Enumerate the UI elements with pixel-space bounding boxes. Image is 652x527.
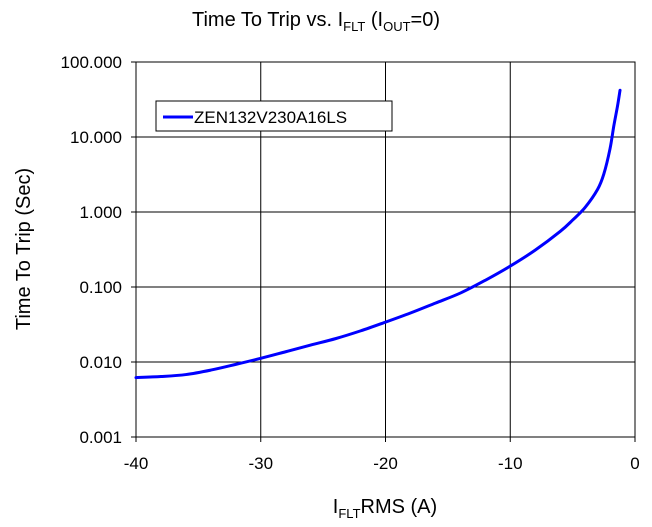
chart-title: Time To Trip vs. IFLT (IOUT=0) [192,9,440,34]
y-tick-label: 0.001 [79,428,122,447]
x-tick-label: -10 [498,454,523,473]
x-axis-label-rest: RMS (A) [361,496,438,518]
x-axis-ticks: -40 -30 -20 -10 0 [124,437,640,473]
y-tick-label: 0.010 [79,353,122,372]
plot-area [135,61,636,438]
series-layer [134,88,622,380]
y-tick-label: 100.000 [61,53,122,72]
y-axis-ticks: 0.001 0.010 0.100 1.000 10.000 100.000 [61,53,136,447]
series-line [134,88,622,380]
x-axis-label: IFLTRMS (A) [333,496,437,521]
y-tick-label: 10.000 [70,128,122,147]
x-axis-label-sub: FLT [338,506,360,521]
chart-title-prefix: Time To Trip vs. I [192,9,343,31]
chart-title-sub2: OUT [383,19,411,34]
y-axis-label: Time To Trip (Sec) [13,168,35,330]
legend-label: ZEN132V230A16LS [194,108,347,127]
x-tick-label: 0 [630,454,639,473]
legend: ZEN132V230A16LS [155,100,393,132]
x-tick-label: -40 [124,454,149,473]
chart-title-suffix: =0) [411,9,440,31]
legend-box [155,100,393,132]
y-tick-label: 1.000 [79,203,122,222]
chart-title-mid: (I [365,9,383,31]
chart-title-sub1: FLT [343,19,365,34]
x-tick-label: -20 [373,454,398,473]
y-tick-label: 0.100 [79,278,122,297]
x-axis-label-base: I [333,496,339,518]
x-tick-label: -30 [248,454,273,473]
